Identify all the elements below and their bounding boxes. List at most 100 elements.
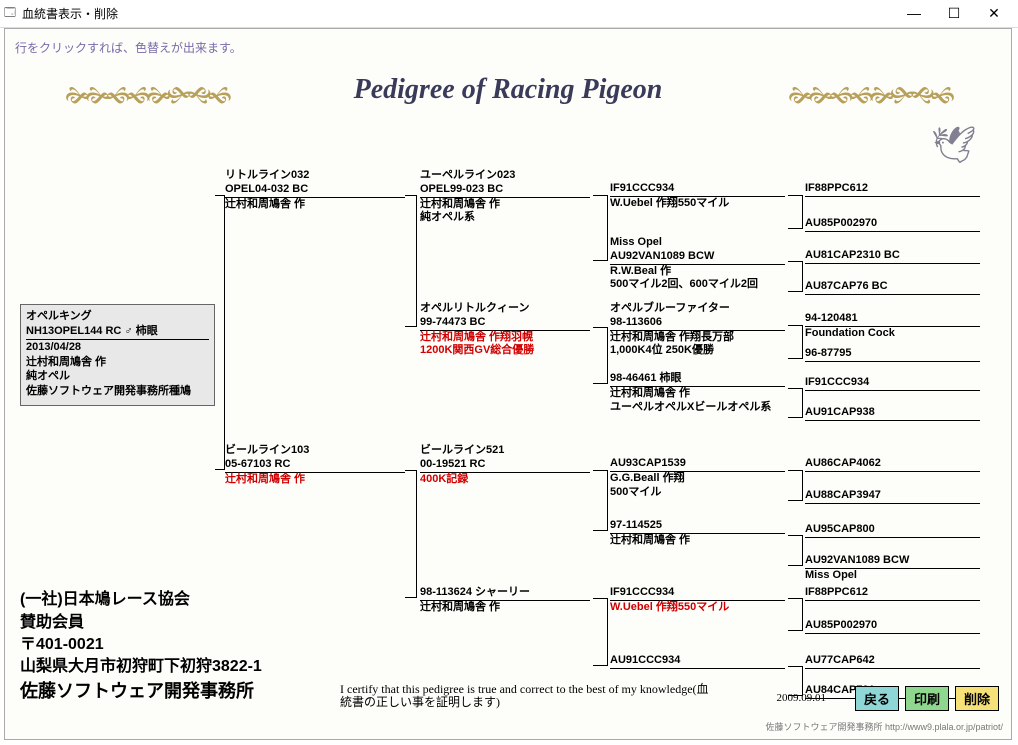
g3-d-l1: 98-46461 柿眼 xyxy=(610,372,785,387)
pigeon-icon: 🕊 xyxy=(931,124,986,164)
g3-c-l4: 1,000K4位 250K優勝 xyxy=(610,344,785,358)
back-button[interactable]: 戻る xyxy=(855,686,899,711)
bracket xyxy=(788,388,803,418)
g3-b-l2: AU92VAN1089 BCW xyxy=(610,250,785,265)
page: 行をクリックすれば、色替えが出来ます。 🙞🙞🙜🙜🙞🙟🙝🙜 Pedigree of… xyxy=(4,28,1012,740)
g4-b[interactable]: AU85P002970 xyxy=(805,217,980,232)
g3-h[interactable]: AU91CCC934 xyxy=(610,654,785,669)
bracket xyxy=(788,598,803,631)
g4-d[interactable]: AU87CAP76 BC xyxy=(805,280,980,295)
g4-n-l1: AU85P002970 xyxy=(805,619,980,634)
footer-date: 2009.09.01 xyxy=(777,692,827,704)
g2-b[interactable]: オペルリトルクィーン 99-74473 BC 辻村和周鳩舎 作翔羽幌 1200K… xyxy=(420,302,590,358)
g2-c[interactable]: ビールライン521 00-19521 RC 400K記録 xyxy=(420,444,590,486)
bracket xyxy=(593,327,608,384)
g4-i-l1: AU86CAP4062 xyxy=(805,457,980,472)
delete-button[interactable]: 削除 xyxy=(955,686,999,711)
g3-a-l1: IF91CCC934 xyxy=(610,182,785,197)
g1-sire[interactable]: リトルライン032 OPEL04-032 BC 辻村和周鳩舎 作 xyxy=(225,169,405,211)
subject-pigeon[interactable]: オペルキング NH13OPEL144 RC ♂ 柿眼 2013/04/28 辻村… xyxy=(20,304,215,406)
g4-e[interactable]: 94-120481Foundation Cock xyxy=(805,312,980,341)
g4-e-l2: Foundation Cock xyxy=(805,327,980,341)
g3-g-l1: IF91CCC934 xyxy=(610,586,785,601)
bracket xyxy=(405,470,417,598)
g4-o-l1: AU77CAP642 xyxy=(805,654,980,669)
g3-d-l3: ユーペルオペルXビールオペル系 xyxy=(610,401,785,415)
subject-loft: 佐藤ソフトウェア開発事務所種鳩 xyxy=(26,384,209,399)
org-line2: 賛助会員 xyxy=(20,612,262,634)
footer-tiny: 佐藤ソフトウェア開発事務所 http://www9.plala.or.jp/pa… xyxy=(765,720,1003,733)
g3-e-l3: 500マイル xyxy=(610,486,785,500)
window-icon: 🗔 xyxy=(4,4,16,23)
g4-k[interactable]: AU95CAP800 xyxy=(805,523,980,538)
g3-g[interactable]: IF91CCC934 W.Uebel 作翔550マイル xyxy=(610,586,785,615)
subject-name: オペルキング xyxy=(26,309,209,324)
print-button[interactable]: 印刷 xyxy=(905,686,949,711)
footer-buttons: 戻る 印刷 削除 xyxy=(855,686,999,711)
g4-l[interactable]: AU92VAN1089 BCWMiss Opel xyxy=(805,554,980,583)
g3-c-l1: オペルブルーファイター xyxy=(610,302,785,316)
g2-d[interactable]: 98-113624 シャーリー 辻村和周鳩舎 作 xyxy=(420,586,590,615)
g3-d[interactable]: 98-46461 柿眼 辻村和周鳩舎 作 ユーペルオペルXビールオペル系 xyxy=(610,372,785,414)
g3-b-l1: Miss Opel xyxy=(610,236,785,250)
g1-dam[interactable]: ビールライン103 05-67103 RC 辻村和周鳩舎 作 xyxy=(225,444,405,486)
g4-f[interactable]: 96-87795 xyxy=(805,347,980,362)
g2-b-l4: 1200K関西GV総合優勝 xyxy=(420,344,590,358)
bracket xyxy=(788,261,803,292)
g4-e-l1: 94-120481 xyxy=(805,312,980,327)
minimize-button[interactable]: — xyxy=(894,0,934,27)
g2-a-l1: ユーペルライン023 xyxy=(420,169,590,183)
g3-b[interactable]: Miss Opel AU92VAN1089 BCW R.W.Beal 作 500… xyxy=(610,236,785,292)
close-button[interactable]: ✕ xyxy=(974,0,1014,27)
g3-f-l2: 辻村和周鳩舎 作 xyxy=(610,534,785,548)
org-company: 佐藤ソフトウェア開発事務所 xyxy=(20,679,262,704)
g4-m[interactable]: IF88PPC612 xyxy=(805,586,980,601)
g4-h[interactable]: AU91CAP938 xyxy=(805,406,980,421)
bracket xyxy=(405,195,417,327)
g2-b-l3: 辻村和周鳩舎 作翔羽幌 xyxy=(420,331,590,345)
g4-k-l1: AU95CAP800 xyxy=(805,523,980,538)
g1-sire-l2: OPEL04-032 BC xyxy=(225,183,405,198)
g2-a[interactable]: ユーペルライン023 OPEL99-023 BC 辻村和周鳩舎 作 純オペル系 xyxy=(420,169,590,225)
g4-g-l1: IF91CCC934 xyxy=(805,376,980,391)
g3-e[interactable]: AU93CAP1539 G.G.Beall 作翔 500マイル xyxy=(610,457,785,499)
g4-g[interactable]: IF91CCC934 xyxy=(805,376,980,391)
g2-b-l2: 99-74473 BC xyxy=(420,316,590,331)
window-title: 血統書表示・削除 xyxy=(22,5,118,22)
g4-n[interactable]: AU85P002970 xyxy=(805,619,980,634)
g2-a-l4: 純オペル系 xyxy=(420,211,590,225)
g4-a[interactable]: IF88PPC612 xyxy=(805,182,980,197)
g3-h-l1: AU91CCC934 xyxy=(610,654,785,669)
bracket xyxy=(593,598,608,666)
g3-c[interactable]: オペルブルーファイター 98-113606 辻村和周鳩舎 作翔長万部 1,000… xyxy=(610,302,785,358)
g2-d-l2: 辻村和周鳩舎 作 xyxy=(420,601,590,615)
org-addr: 山梨県大月市初狩町下初狩3822-1 xyxy=(20,656,262,678)
g3-e-l2: G.G.Beall 作翔 xyxy=(610,472,785,486)
subject-strain: 純オペル xyxy=(26,369,209,384)
g4-j[interactable]: AU88CAP3947 xyxy=(805,489,980,504)
g3-a[interactable]: IF91CCC934 W.Uebel 作翔550マイル xyxy=(610,182,785,211)
g4-j-l1: AU88CAP3947 xyxy=(805,489,980,504)
maximize-button[interactable]: ☐ xyxy=(934,0,974,27)
g1-dam-l3: 辻村和周鳩舎 作 xyxy=(225,473,405,487)
g1-dam-l2: 05-67103 RC xyxy=(225,458,405,473)
g3-e-l1: AU93CAP1539 xyxy=(610,457,785,472)
g2-d-l1: 98-113624 シャーリー xyxy=(420,586,590,601)
g4-i[interactable]: AU86CAP4062 xyxy=(805,457,980,472)
g3-d-l2: 辻村和周鳩舎 作 xyxy=(610,387,785,401)
g2-a-l2: OPEL99-023 BC xyxy=(420,183,590,198)
g3-g-l2: W.Uebel 作翔550マイル xyxy=(610,601,785,615)
subject-date: 2013/04/28 xyxy=(26,340,209,355)
bracket xyxy=(788,325,803,359)
g1-dam-l1: ビールライン103 xyxy=(225,444,405,458)
g4-f-l1: 96-87795 xyxy=(805,347,980,362)
g2-c-l1: ビールライン521 xyxy=(420,444,590,458)
g4-m-l1: IF88PPC612 xyxy=(805,586,980,601)
g4-o[interactable]: AU77CAP642 xyxy=(805,654,980,669)
g1-sire-l3: 辻村和周鳩舎 作 xyxy=(225,198,405,212)
g2-b-l1: オペルリトルクィーン xyxy=(420,302,590,316)
g4-c[interactable]: AU81CAP2310 BC xyxy=(805,249,980,264)
g3-f[interactable]: 97-114525 辻村和周鳩舎 作 xyxy=(610,519,785,548)
g3-c-l3: 辻村和周鳩舎 作翔長万部 xyxy=(610,331,785,345)
bracket xyxy=(788,195,803,229)
